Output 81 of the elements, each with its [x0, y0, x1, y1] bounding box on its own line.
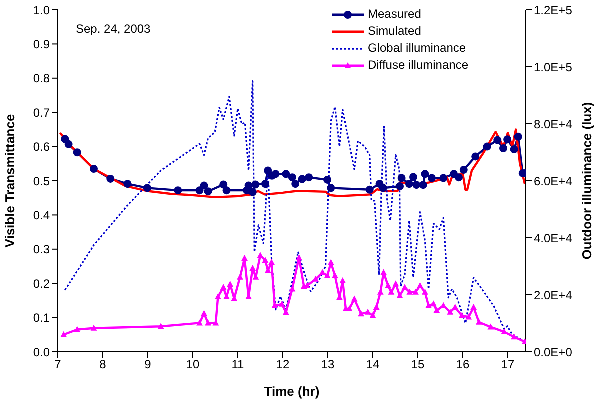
point: [454, 174, 463, 182]
point: [90, 165, 98, 174]
point: [398, 174, 406, 182]
x-tick-label: 8: [100, 358, 107, 372]
point: [292, 180, 300, 188]
point: [196, 186, 204, 195]
legend-label: Global illuminance: [368, 40, 466, 57]
point: [272, 170, 280, 178]
x-tick-label: 7: [54, 358, 62, 372]
point: [440, 174, 448, 182]
point: [288, 174, 296, 182]
y2-tick-label: 0.0E+0: [534, 345, 573, 360]
point: [222, 186, 231, 195]
y-axis-title: Visible Transmittance: [2, 114, 18, 248]
point: [379, 184, 388, 192]
point: [324, 176, 332, 184]
x-tick-label: 14: [366, 358, 380, 372]
point: [282, 170, 290, 178]
y-tick-label: 0.4: [33, 208, 50, 222]
point: [428, 174, 436, 182]
y-tick-label: 0.8: [33, 72, 50, 86]
point: [510, 146, 518, 154]
point: [124, 180, 132, 188]
y-tick-label: 0.1: [33, 311, 50, 326]
y2-tick-label: 2.0E+4: [534, 288, 573, 302]
point: [460, 166, 468, 174]
point: [144, 184, 152, 192]
point: [174, 186, 182, 195]
point: [200, 182, 208, 190]
point: [298, 175, 306, 184]
x-tick-label: 15: [411, 358, 425, 372]
point: [73, 148, 82, 157]
legend-label: Simulated: [368, 23, 422, 40]
x-tick-label: 17: [501, 358, 515, 372]
point: [405, 180, 414, 188]
point: [419, 181, 428, 190]
y-tick-label: 0.6: [33, 140, 50, 154]
point: [366, 186, 374, 194]
point: [204, 188, 212, 196]
point: [483, 142, 492, 151]
point: [264, 166, 272, 175]
y-tick-label: 0.5: [33, 174, 50, 188]
x-tick-label: 12: [276, 358, 290, 372]
annotation: Sep. 24, 2003: [76, 22, 151, 36]
point: [64, 140, 73, 148]
point: [106, 174, 115, 183]
y-tick-label: 0.0: [33, 345, 50, 360]
y-tick-label: 0.2: [33, 276, 50, 291]
point: [412, 181, 421, 190]
point: [261, 180, 270, 188]
x-tick-label: 10: [186, 358, 200, 372]
y-tick-label: 1.0: [33, 3, 50, 18]
y2-tick-label: 1.0E+5: [534, 60, 573, 74]
point: [248, 188, 257, 196]
x-tick-label: 9: [144, 358, 152, 372]
x-tick-label: 16: [456, 358, 470, 372]
x-axis-title: Time (hr): [264, 384, 320, 399]
point: [305, 174, 314, 182]
point: [410, 173, 418, 182]
point: [396, 182, 404, 190]
legend-label: Diffuse illuminance: [368, 57, 468, 74]
point: [327, 184, 336, 192]
point: [252, 180, 260, 189]
y2-tick-label: 6.0E+4: [534, 174, 573, 188]
y2-axis-title: Outdoor illuminance (lux): [580, 102, 595, 260]
y2-tick-label: 8.0E+4: [534, 117, 573, 132]
y2-tick-label: 4.0E+4: [534, 231, 573, 246]
x-tick-label: 13: [321, 358, 335, 372]
y-tick-label: 0.9: [33, 37, 50, 52]
point: [500, 144, 508, 153]
point: [504, 136, 512, 144]
x-tick-label: 11: [232, 358, 245, 372]
point: [421, 170, 430, 178]
point: [220, 180, 228, 189]
y-tick-label: 0.3: [33, 242, 50, 257]
point: [514, 132, 522, 141]
point: [494, 136, 502, 144]
y2-tick-label: 1.2E+5: [534, 3, 573, 18]
y-tick-label: 0.7: [33, 106, 50, 120]
legend-label: Measured: [368, 6, 422, 23]
point: [472, 152, 480, 161]
